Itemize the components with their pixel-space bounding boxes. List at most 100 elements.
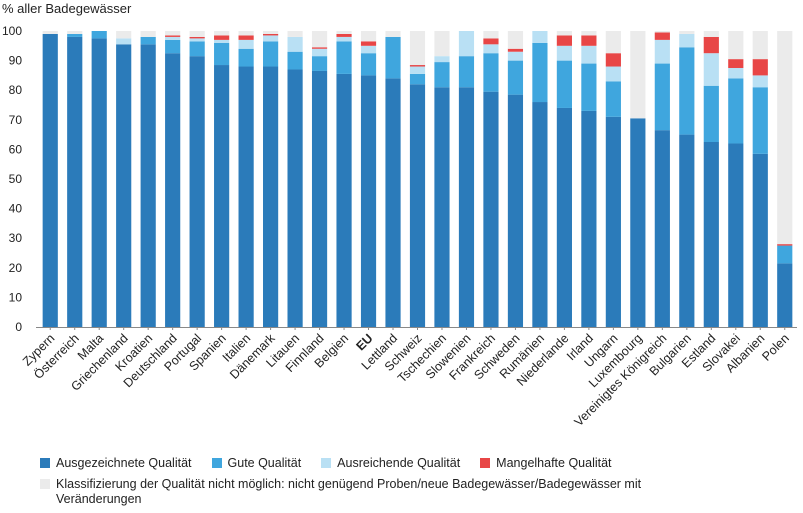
bar-segment [263, 66, 279, 328]
bar-segment [532, 31, 548, 43]
y-tick-label: 40 [9, 202, 23, 216]
bar-segment [214, 65, 230, 327]
bar-segment [507, 48, 524, 52]
bar-segment [654, 130, 670, 327]
bar-segment [360, 75, 377, 328]
bar-segment [311, 70, 328, 328]
bar-segment [483, 38, 499, 45]
bar-segment [605, 53, 621, 67]
y-axis-label: % aller Badegewässer [2, 1, 132, 16]
bar-segment [605, 31, 621, 54]
bar-segment [703, 142, 719, 327]
bar-segment [311, 47, 328, 49]
bar-segment [336, 36, 352, 42]
bar-segment [311, 31, 328, 48]
bar-segment [214, 31, 230, 36]
legend-label: Mangelhafte Qualität [496, 456, 612, 470]
bar-segment [409, 65, 426, 67]
bar-segment [556, 35, 572, 46]
y-tick-label: 10 [9, 290, 23, 304]
bar-segment [263, 31, 279, 34]
bar-segment [238, 39, 254, 49]
bar-segment [360, 45, 377, 54]
legend-swatch [321, 458, 332, 468]
legend-label: Klassifizierung der Qualität nicht mögli… [56, 477, 642, 506]
bar-segment [67, 31, 83, 34]
bar-segment [238, 31, 254, 36]
bar-segment [165, 39, 181, 54]
bar-segment [360, 41, 377, 46]
bar-segment [728, 31, 744, 60]
bar-segment [336, 73, 352, 327]
bar-segment [91, 38, 107, 328]
y-tick-label: 70 [9, 113, 23, 127]
legend-label: Ausreichende Qualität [337, 456, 461, 470]
bar-segment [777, 31, 793, 245]
bar-segment [434, 56, 450, 63]
bar-segment [409, 84, 426, 327]
bar-segment [507, 51, 524, 61]
bar-segment [189, 31, 205, 37]
bar-segment [263, 35, 279, 42]
bar-segment [679, 33, 695, 48]
bar-segment [556, 60, 572, 108]
legend-swatch [211, 458, 222, 468]
bar-segment [67, 36, 83, 328]
legend-label: Gute Qualität [227, 456, 302, 470]
y-tick-label: 20 [9, 261, 23, 275]
bar-segment [165, 35, 181, 37]
legend-item: Klassifizierung der Qualität nicht mögli… [40, 477, 696, 507]
bar-segment [483, 31, 499, 39]
bar-segment [483, 91, 499, 328]
legend-item: Ausreichende Qualität [321, 456, 460, 471]
bar-segment [434, 31, 450, 57]
bar-segment [434, 87, 450, 328]
bar-segment [409, 66, 426, 74]
legend-swatch [40, 458, 50, 468]
bar-segment [42, 33, 58, 328]
legend-item: Mangelhafte Qualität [480, 456, 612, 471]
y-tick-label: 0 [15, 320, 22, 334]
bar-segment [581, 63, 597, 111]
bar-segment [214, 35, 230, 40]
bar-segment [458, 56, 475, 88]
bar-segment [654, 31, 670, 33]
legend-row: Klassifizierung der Qualität nicht mögli… [40, 477, 790, 507]
bar-segment [311, 56, 328, 71]
legend-label: Ausgezeichnete Qualität [56, 456, 192, 470]
bar-segment [556, 107, 572, 328]
bar-segment [654, 63, 670, 131]
bar-segment [91, 31, 107, 39]
bar-segment [140, 31, 156, 37]
x-tick-label: Polen [759, 331, 792, 364]
bar-segment [556, 31, 572, 36]
bar-segment [189, 36, 205, 39]
bar-segment [752, 153, 768, 327]
y-axis-ticks: 0 10 20 30 40 50 60 70 80 90 100 [2, 24, 22, 334]
bar-segment [116, 31, 132, 39]
bar-segment [703, 36, 719, 54]
bar-segment [752, 75, 768, 88]
bar-segment [238, 35, 254, 40]
bar-segment [458, 31, 475, 57]
bar-segment [777, 244, 793, 246]
bar-segment [116, 44, 132, 327]
legend-row: Ausgezeichnete Qualität Gute Qualität Ausr… [40, 456, 790, 471]
bar-segment [311, 48, 328, 57]
bar-segment [703, 31, 719, 37]
bar-segment [336, 33, 352, 37]
bar-segment [728, 78, 744, 144]
bar-segment [189, 38, 205, 42]
bar-segment [777, 245, 793, 264]
bar-segment [165, 53, 181, 327]
bar-segment [116, 38, 132, 45]
bar-segment [287, 36, 303, 52]
legend-item: Gute Qualität [211, 456, 302, 471]
bar-segment [67, 33, 83, 37]
bar-segment [434, 62, 450, 88]
bar-segment [238, 66, 254, 328]
bar-segment [556, 45, 572, 61]
bar-segment [507, 94, 524, 327]
bar-segment [532, 42, 548, 103]
